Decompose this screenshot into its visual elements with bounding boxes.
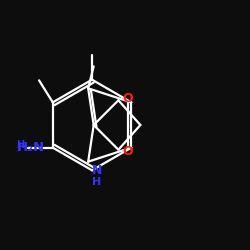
Text: N: N bbox=[92, 164, 103, 177]
Text: H: H bbox=[16, 140, 24, 150]
Text: O: O bbox=[122, 144, 133, 158]
Text: O: O bbox=[122, 92, 133, 106]
Text: ₂: ₂ bbox=[17, 143, 21, 153]
Text: H: H bbox=[92, 177, 102, 187]
Text: H₂N: H₂N bbox=[16, 141, 44, 154]
